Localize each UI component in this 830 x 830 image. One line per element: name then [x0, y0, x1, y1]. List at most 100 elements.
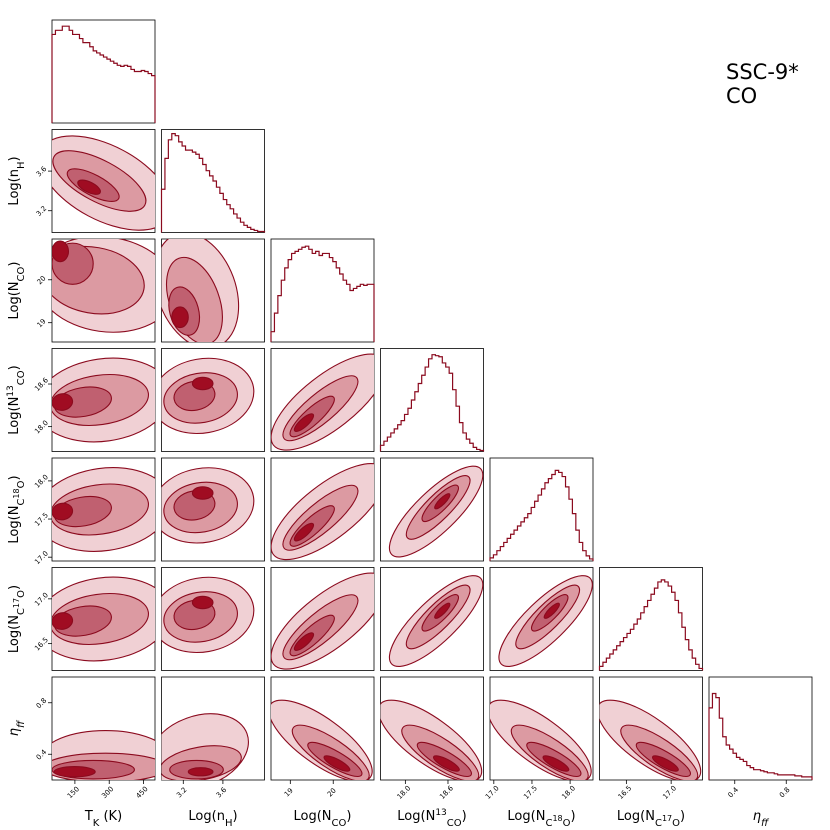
contour-panel-nh-n17	[161, 567, 265, 671]
contour-panel-nh-n18	[161, 457, 265, 562]
contour-panel-nh-nco	[161, 238, 265, 343]
contour-panel-tk-n17: 16.5 17.0	[33, 567, 156, 671]
panel-frame	[380, 348, 484, 452]
y-axis-label-n17: Log(NC17O)	[7, 585, 27, 653]
y-tick-label: 18.6	[33, 376, 50, 393]
x-tick-label: 18.0	[560, 784, 577, 801]
y-tick-label: 16.5	[33, 636, 50, 653]
contour-panel-n13-eta: 18.0 18.6	[380, 676, 484, 801]
y-tick-label: 18.0	[33, 419, 50, 436]
contour-core	[434, 602, 451, 619]
contour-core	[52, 240, 70, 263]
contour-core	[543, 602, 560, 619]
object-label: SSC-9* CO	[726, 60, 799, 108]
y-tick-label: 17.0	[33, 591, 50, 608]
contour-core	[191, 595, 214, 610]
x-axis-label-n13: Log(N13CO)	[397, 808, 466, 829]
contour-core	[77, 179, 101, 195]
histogram-panel-nco	[270, 238, 375, 343]
contour-panel-nco-n18	[270, 457, 375, 562]
x-tick-label: 17.0	[484, 784, 501, 801]
histogram-line	[379, 354, 485, 452]
y-axis-label-nh: Log(nH)	[7, 156, 27, 205]
histogram-line	[598, 579, 704, 671]
contour-panel-n17-eta: 16.5 17.0	[599, 676, 703, 801]
contour-panel-tk-nh: 3.2 3.6	[35, 129, 156, 233]
x-tick-label: 18.6	[438, 784, 455, 801]
contour-core	[52, 612, 74, 630]
x-tick-label: 20	[326, 787, 338, 799]
contour-core	[53, 766, 96, 778]
contour-core	[293, 522, 315, 542]
histogram-line	[489, 469, 594, 561]
x-tick-label: 450	[135, 785, 150, 800]
contour-core	[52, 502, 74, 521]
contour-panel-n13-n18	[380, 457, 484, 562]
contour-core	[432, 755, 460, 772]
contour-core	[323, 755, 351, 772]
y-tick-label: 0.4	[35, 748, 49, 762]
x-tick-label: 18.0	[396, 784, 413, 801]
y-tick-label: 3.6	[35, 165, 49, 179]
y-tick-label: 0.8	[35, 697, 49, 711]
histogram-panel-eta: 0.4 0.8	[708, 676, 813, 800]
contour-panel-nh-n13	[161, 348, 265, 452]
contour-panel-nh-eta: 3.2 3.6	[161, 676, 265, 800]
contour-core	[191, 376, 214, 391]
y-axis-label-n18: Log(NC18O)	[7, 475, 27, 543]
x-tick-label: 19	[283, 787, 295, 799]
x-tick-label: 16.5	[617, 784, 634, 801]
contour-core	[434, 493, 451, 510]
contour-panel-nco-n13	[270, 348, 375, 452]
contour-core	[293, 413, 315, 433]
panel-frame	[708, 676, 813, 781]
object-name: SSC-9*	[726, 60, 799, 84]
y-tick-label: 3.2	[35, 205, 49, 219]
contour-core	[191, 486, 214, 500]
contour-panel-nco-n17	[270, 567, 375, 671]
x-tick-label: 17.0	[661, 784, 678, 801]
molecule-name: CO	[726, 84, 758, 108]
x-tick-label: 17.5	[522, 784, 539, 801]
x-axis-label-n18: Log(NC18O)	[507, 809, 575, 829]
contour-panel-tk-eta: 150 300 450 0.4 0.8	[35, 676, 156, 800]
contour-panel-n13-n17	[380, 567, 484, 671]
x-tick-label: 0.4	[727, 785, 741, 799]
contour-core	[187, 767, 214, 777]
y-tick-label: 17.0	[33, 549, 50, 566]
y-tick-label: 20	[36, 274, 48, 286]
x-tick-label: 150	[66, 785, 81, 800]
contour-panel-tk-n13: 18.0 18.6	[33, 348, 156, 452]
contour-core	[171, 306, 189, 329]
histogram-line	[51, 25, 156, 123]
x-tick-label: 3.2	[175, 786, 189, 800]
x-axis-label-eta: ηff	[753, 809, 770, 829]
histogram-line	[708, 692, 813, 780]
y-axis-label-n13: Log(N13CO)	[6, 365, 27, 434]
x-axis-label-nco: Log(NCO)	[294, 809, 352, 829]
x-tick-label: 0.8	[778, 786, 792, 800]
x-axis-label-tk: TK (K)	[84, 809, 122, 829]
histogram-panel-nh	[160, 129, 266, 233]
panel-frame	[599, 567, 703, 671]
panel-frame	[270, 238, 375, 343]
x-axis-label-nh: Log(nH)	[188, 809, 237, 829]
x-tick-label: 300	[100, 785, 115, 800]
y-tick-label: 19	[36, 317, 48, 329]
contour-core	[293, 632, 315, 652]
histogram-line	[270, 245, 375, 342]
contour-panel-n18-eta: 17.0 17.5 18.0	[484, 676, 594, 801]
contour-panel-nco-eta: 19 20	[270, 676, 375, 799]
histogram-panel-n17	[598, 567, 704, 671]
y-tick-label: 17.5	[33, 511, 50, 528]
histogram-panel-n13	[379, 348, 485, 452]
x-tick-label: 3.6	[215, 785, 229, 799]
x-axis-label-n17: Log(NC17O)	[617, 809, 685, 829]
contour-core	[52, 393, 74, 411]
contour-panel-tk-n18: 17.0 17.5 18.0	[33, 457, 156, 566]
contour-core	[651, 755, 679, 772]
histogram-line	[160, 133, 266, 233]
contour-core	[542, 755, 570, 772]
histogram-panel-tk	[51, 19, 156, 124]
